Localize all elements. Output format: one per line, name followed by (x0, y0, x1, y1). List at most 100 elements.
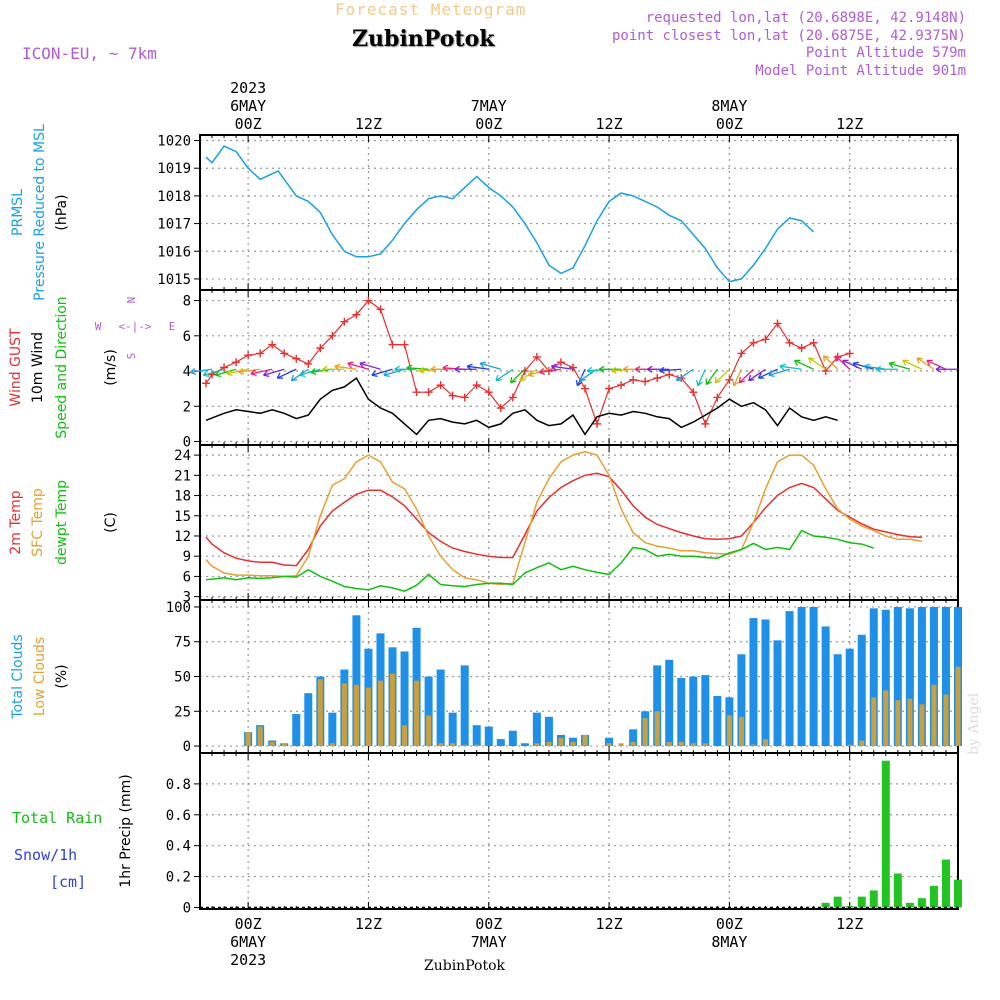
gust-marker (653, 374, 662, 383)
ytick-label: 6 (183, 329, 191, 345)
wind-arrow (347, 361, 369, 370)
ytick-label: 1020 (157, 134, 191, 150)
time-label-top: 00Z (475, 115, 502, 133)
wind-arrow (202, 368, 225, 378)
ylabel: Total Clouds (10, 634, 26, 719)
gust-marker (220, 363, 229, 372)
ytick-label: 4 (183, 364, 191, 380)
bar (544, 716, 553, 747)
bar (629, 729, 638, 747)
bar (845, 905, 854, 908)
bar (905, 902, 914, 908)
series-line (205, 529, 875, 592)
wind-arrow (926, 359, 947, 370)
wind-arrow (658, 366, 682, 374)
bar (269, 741, 275, 747)
bar (400, 651, 409, 747)
gust-marker (713, 393, 722, 402)
time-label-top: 7MAY (471, 97, 507, 115)
bar (424, 676, 433, 747)
ytick-label: 0.2 (166, 870, 191, 886)
wind-arrow (442, 364, 465, 372)
wind-speed-line (205, 376, 838, 436)
gust-marker (364, 296, 373, 305)
wind-arrow (550, 363, 574, 371)
wind-arrow (779, 363, 802, 371)
time-label-top: 2023 (230, 79, 266, 97)
bar (749, 618, 758, 747)
time-label-top: 12Z (355, 115, 382, 133)
gust-marker (340, 317, 349, 326)
gust-marker (208, 370, 217, 379)
bar (474, 744, 480, 747)
ytick-label: 18 (174, 489, 191, 505)
wind-arrow (852, 361, 874, 370)
bar (654, 711, 660, 747)
bar (809, 606, 818, 747)
bar (821, 902, 830, 908)
gust-marker (737, 349, 746, 358)
ytick-label: 24 (174, 448, 191, 464)
wind-arrow (214, 368, 237, 378)
ylabel: Pressure Reduced to MSL (32, 124, 48, 301)
ytick-label: 25 (174, 704, 191, 720)
bar (773, 640, 782, 747)
ytick-label: 0.8 (166, 777, 191, 793)
compass-w: W (95, 320, 102, 333)
time-label-bottom: 8MAY (711, 933, 747, 951)
ylabel: Speed and Direction (54, 296, 70, 438)
gust-marker (292, 354, 301, 363)
gust-marker (436, 381, 445, 390)
wind-arrow (538, 368, 562, 376)
bar (365, 687, 371, 747)
gust-marker (568, 363, 577, 372)
bar (341, 683, 347, 747)
bar (678, 741, 684, 747)
ytick-label: 0.4 (166, 839, 191, 855)
wind-arrow (454, 365, 477, 373)
wind-arrow (808, 357, 827, 370)
wind-arrow (322, 365, 345, 373)
wind-arrow (383, 368, 405, 378)
bar (329, 743, 335, 747)
bar (869, 608, 878, 747)
bar (317, 679, 323, 747)
bar (941, 606, 950, 747)
bar (954, 879, 962, 908)
bar (893, 606, 902, 747)
wind-arrow (714, 368, 730, 384)
wind-arrow (299, 368, 321, 378)
location-name: ZubinPotok (352, 26, 495, 52)
bar (534, 743, 540, 747)
ylabel: [cm] (50, 873, 86, 891)
ytick-label: 9 (183, 549, 191, 565)
wind-arrow (768, 368, 790, 378)
gust-line (205, 299, 850, 426)
ylabel: dewpt Temp (54, 480, 70, 565)
ylabel: 2m Temp (8, 490, 24, 554)
wind-arrow (705, 368, 718, 386)
gust-marker (701, 419, 710, 428)
bar (762, 739, 768, 747)
bar (520, 743, 529, 747)
ytick-label: 2 (183, 399, 191, 415)
bar (726, 715, 732, 747)
ylabel: Low Clouds (32, 637, 48, 716)
bar (546, 741, 552, 747)
bar (917, 606, 926, 747)
bar (618, 743, 624, 747)
gust-marker (605, 384, 614, 393)
bar (532, 712, 541, 747)
wind-arrow (466, 363, 489, 371)
gust-marker (689, 388, 698, 397)
gust-marker (388, 340, 397, 349)
bar (472, 725, 481, 747)
ylabel: Total Rain (12, 809, 102, 827)
model-label: ICON-EU, ~ 7km (22, 44, 157, 63)
gust-marker (773, 319, 782, 328)
bar (871, 697, 877, 747)
series-line (205, 450, 923, 586)
panel-frame (199, 289, 959, 446)
compass-e: E (169, 320, 176, 333)
wind-arrow (834, 355, 851, 370)
